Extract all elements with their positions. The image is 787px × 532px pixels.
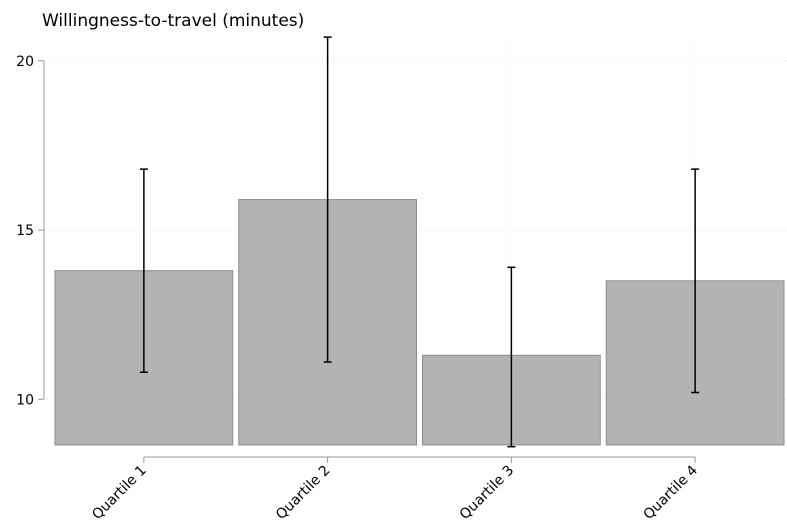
x-tick-label: Quartile 4: [641, 462, 701, 522]
x-tick-label: Quartile 3: [457, 463, 517, 523]
x-tick-label: Quartile 2: [273, 463, 333, 523]
x-axis: Quartile 1 Quartile 2 Quartile 3 Quartile 4: [89, 456, 701, 523]
y-axis: 10 15 20: [16, 54, 45, 408]
bars: [54, 199, 785, 446]
y-tick-label: 15: [16, 223, 34, 239]
chart-title: Willingness-to-travel (minutes): [42, 11, 304, 31]
x-tick-label: Quartile 1: [89, 463, 149, 523]
y-tick-label: 10: [16, 392, 34, 408]
error-bars: [139, 36, 700, 448]
y-tick-label: 20: [16, 54, 34, 70]
